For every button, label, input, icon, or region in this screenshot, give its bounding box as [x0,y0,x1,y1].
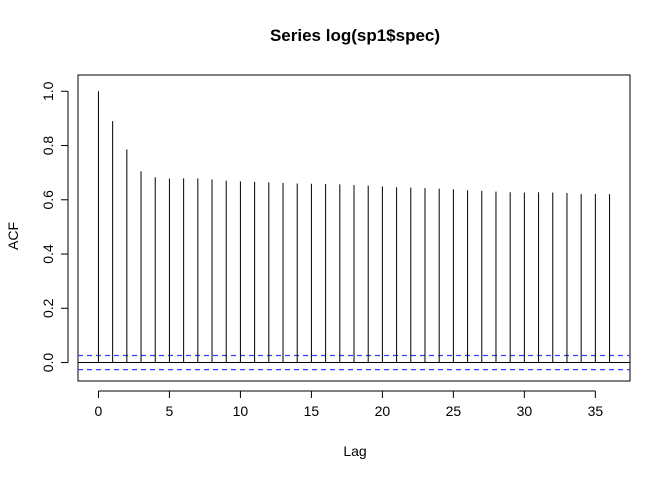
x-tick-label: 0 [95,403,103,419]
x-tick-label: 10 [233,403,249,419]
chart-marks: 0 5 10 15 20 25 30 35 0.0 0.2 0.4 0.6 0.8 1.0 [40,81,630,419]
y-tick-label: 0.0 [40,353,56,373]
x-tick-label: 5 [166,403,174,419]
x-tick-label: 35 [588,403,604,419]
chart-title: Series log(sp1$spec) [270,26,440,45]
y-tick-label: 0.4 [40,244,56,264]
y-tick-label: 1.0 [40,81,56,101]
y-tick-label: 0.6 [40,190,56,210]
x-tick-label: 15 [304,403,320,419]
x-tick-label: 20 [375,403,391,419]
y-tick-label: 0.8 [40,136,56,156]
plot-frame [77,74,631,382]
y-axis-title: ACF [5,222,21,250]
y-tick-label: 0.2 [40,298,56,318]
x-axis-title: Lag [343,443,366,459]
x-tick-label: 30 [517,403,533,419]
x-tick-label: 25 [446,403,462,419]
